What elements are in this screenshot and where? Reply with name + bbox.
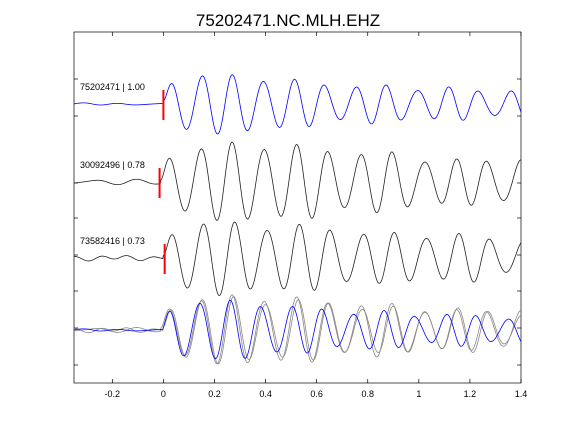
trace-label: 30092496 | 0.78 (80, 160, 145, 170)
trace-line (73, 221, 522, 296)
trace-label: 75202471 | 1.00 (80, 82, 145, 92)
trace-label: 73582416 | 0.73 (80, 236, 145, 246)
x-tick-label: 0.6 (310, 389, 323, 399)
trace-3: 73582416 | 0.73 (73, 221, 522, 296)
x-tick-label: 0 (161, 389, 166, 399)
trace-2: 30092496 | 0.78 (73, 141, 522, 221)
chart-title: 75202471.NC.MLH.EHZ (196, 11, 380, 30)
x-tick-label: 0.2 (208, 389, 221, 399)
trace-line (73, 141, 522, 221)
overlay-trace-1 (73, 299, 522, 359)
plot-frame (73, 31, 522, 384)
x-tick-label: 0.8 (361, 389, 374, 399)
trace-1: 75202471 | 1.00 (73, 74, 522, 135)
trace-stack: 75202471 | 1.00 30092496 | 0.78 73582416 |… (73, 74, 522, 296)
x-tick-label: 1 (416, 389, 421, 399)
x-tick-label: -0.2 (105, 389, 121, 399)
x-tick-label: 1.4 (515, 389, 528, 399)
trace-line (73, 74, 522, 135)
x-tick-label: 0.4 (259, 389, 272, 399)
y-axis-ticks (74, 78, 521, 366)
x-axis: -0.2 0 0.2 0.4 0.6 0.8 1 1.2 1.4 (105, 32, 528, 399)
x-tick-label: 1.2 (464, 389, 477, 399)
overlay-panel (73, 294, 522, 365)
